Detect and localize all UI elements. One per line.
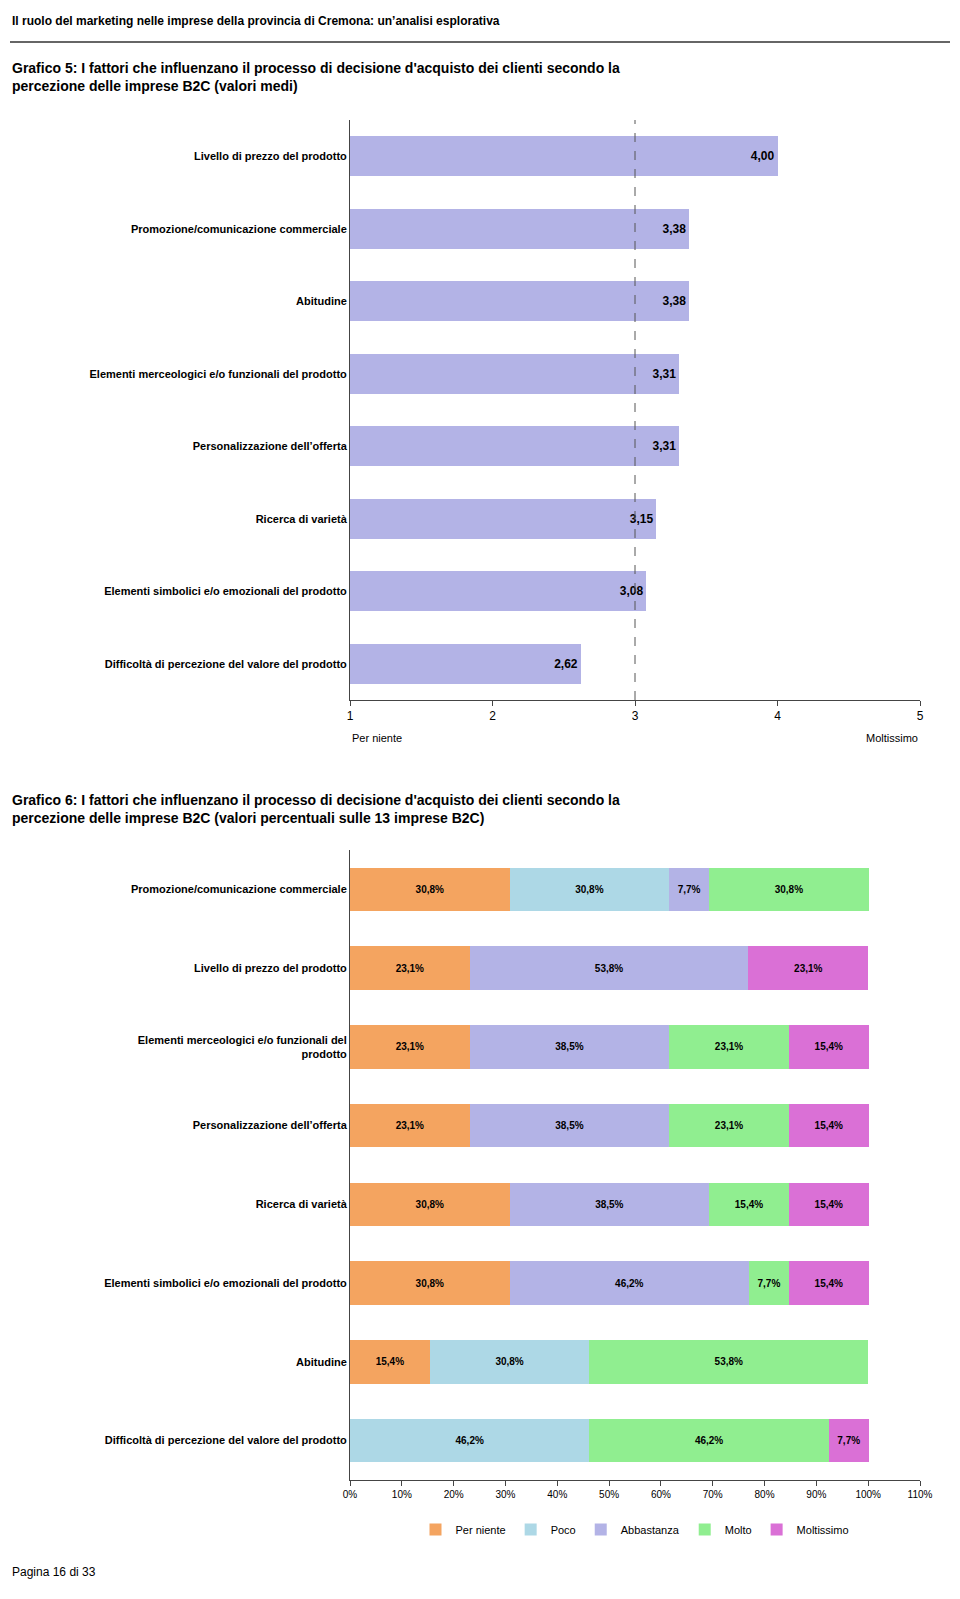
svg-text:Personalizzazione dell’offerta: Personalizzazione dell’offerta (193, 1119, 348, 1131)
svg-text:38,5%: 38,5% (555, 1120, 583, 1131)
svg-text:Molto: Molto (725, 1524, 752, 1536)
svg-text:15,4%: 15,4% (815, 1120, 843, 1131)
svg-text:3,38: 3,38 (662, 294, 686, 308)
svg-text:53,8%: 53,8% (715, 1356, 743, 1367)
svg-text:46,2%: 46,2% (615, 1278, 643, 1289)
svg-text:Promozione/comunicazione comme: Promozione/comunicazione commerciale (131, 883, 347, 895)
svg-text:15,4%: 15,4% (815, 1041, 843, 1052)
svg-text:Ricerca di varietà: Ricerca di varietà (256, 513, 348, 525)
svg-text:3,15: 3,15 (630, 512, 654, 526)
svg-text:7,7%: 7,7% (837, 1435, 860, 1446)
svg-text:Abbastanza: Abbastanza (621, 1524, 680, 1536)
svg-text:2: 2 (489, 709, 496, 723)
svg-text:30,8%: 30,8% (416, 1278, 444, 1289)
svg-text:40%: 40% (547, 1489, 567, 1500)
svg-text:10%: 10% (392, 1489, 412, 1500)
svg-text:3: 3 (632, 709, 639, 723)
svg-text:90%: 90% (806, 1489, 826, 1500)
svg-text:30,8%: 30,8% (495, 1356, 523, 1367)
svg-text:Per niente: Per niente (352, 732, 402, 744)
svg-text:Abitudine: Abitudine (296, 1356, 347, 1368)
svg-text:50%: 50% (599, 1489, 619, 1500)
svg-text:Difficoltà di percezione del v: Difficoltà di percezione del valore del … (105, 658, 347, 670)
svg-text:38,5%: 38,5% (555, 1041, 583, 1052)
svg-text:15,4%: 15,4% (815, 1278, 843, 1289)
svg-text:Livello di prezzo del prodotto: Livello di prezzo del prodotto (194, 150, 347, 162)
svg-text:46,2%: 46,2% (695, 1435, 723, 1446)
svg-text:30,8%: 30,8% (575, 884, 603, 895)
svg-text:1: 1 (347, 709, 354, 723)
svg-text:Elementi simbolici e/o emozion: Elementi simbolici e/o emozionali del pr… (104, 585, 347, 597)
svg-text:Il ruolo del marketing nelle i: Il ruolo del marketing nelle imprese del… (12, 14, 500, 28)
svg-text:3,08: 3,08 (620, 584, 644, 598)
svg-text:23,1%: 23,1% (396, 1041, 424, 1052)
svg-text:110%: 110% (908, 1489, 933, 1500)
svg-text:15,4%: 15,4% (735, 1199, 763, 1210)
svg-text:30,8%: 30,8% (416, 1199, 444, 1210)
svg-text:Personalizzazione dell’offerta: Personalizzazione dell’offerta (193, 440, 348, 452)
svg-text:20%: 20% (444, 1489, 464, 1500)
svg-text:3,31: 3,31 (652, 439, 676, 453)
svg-text:0%: 0% (343, 1489, 358, 1500)
svg-text:23,1%: 23,1% (396, 1120, 424, 1131)
svg-text:Pagina 16 di 33: Pagina 16 di 33 (12, 1565, 96, 1579)
svg-text:38,5%: 38,5% (595, 1199, 623, 1210)
svg-text:Poco: Poco (551, 1524, 576, 1536)
svg-text:Promozione/comunicazione comme: Promozione/comunicazione commerciale (131, 223, 347, 235)
svg-text:70%: 70% (703, 1489, 723, 1500)
svg-text:Elementi simbolici e/o emozion: Elementi simbolici e/o emozionali del pr… (104, 1277, 347, 1289)
svg-text:3,31: 3,31 (652, 367, 676, 381)
svg-text:2,62: 2,62 (554, 657, 578, 671)
svg-text:Per niente: Per niente (456, 1524, 506, 1536)
svg-text:60%: 60% (651, 1489, 671, 1500)
svg-text:7,7%: 7,7% (757, 1278, 780, 1289)
svg-text:Moltissimo: Moltissimo (866, 732, 918, 744)
svg-text:Livello di prezzo del prodotto: Livello di prezzo del prodotto (194, 962, 347, 974)
svg-text:23,1%: 23,1% (794, 963, 822, 974)
svg-text:23,1%: 23,1% (715, 1120, 743, 1131)
svg-text:53,8%: 53,8% (595, 963, 623, 974)
svg-text:4: 4 (774, 709, 781, 723)
svg-text:23,1%: 23,1% (715, 1041, 743, 1052)
svg-text:30%: 30% (495, 1489, 515, 1500)
svg-text:30,8%: 30,8% (416, 884, 444, 895)
svg-text:Elementi merceologici e/o funz: Elementi merceologici e/o funzionali del… (138, 1034, 347, 1060)
svg-text:5: 5 (917, 709, 924, 723)
svg-text:15,4%: 15,4% (815, 1199, 843, 1210)
svg-text:Abitudine: Abitudine (296, 295, 347, 307)
svg-text:4,00: 4,00 (751, 149, 775, 163)
svg-text:23,1%: 23,1% (396, 963, 424, 974)
svg-text:Grafico 6: I fattori che influ: Grafico 6: I fattori che influenzano il … (12, 792, 620, 826)
svg-text:Ricerca di varietà: Ricerca di varietà (256, 1198, 348, 1210)
svg-text:80%: 80% (755, 1489, 775, 1500)
svg-text:Elementi merceologici e/o funz: Elementi merceologici e/o funzionali del… (89, 368, 347, 380)
svg-text:Grafico 5: I fattori che influ: Grafico 5: I fattori che influenzano il … (12, 60, 620, 94)
svg-text:3,38: 3,38 (662, 222, 686, 236)
svg-text:46,2%: 46,2% (455, 1435, 483, 1446)
svg-text:30,8%: 30,8% (775, 884, 803, 895)
svg-text:Difficoltà di percezione del v: Difficoltà di percezione del valore del … (105, 1434, 347, 1446)
svg-text:Moltissimo: Moltissimo (797, 1524, 849, 1536)
svg-text:7,7%: 7,7% (678, 884, 701, 895)
svg-text:100%: 100% (855, 1489, 881, 1500)
svg-text:15,4%: 15,4% (376, 1356, 404, 1367)
